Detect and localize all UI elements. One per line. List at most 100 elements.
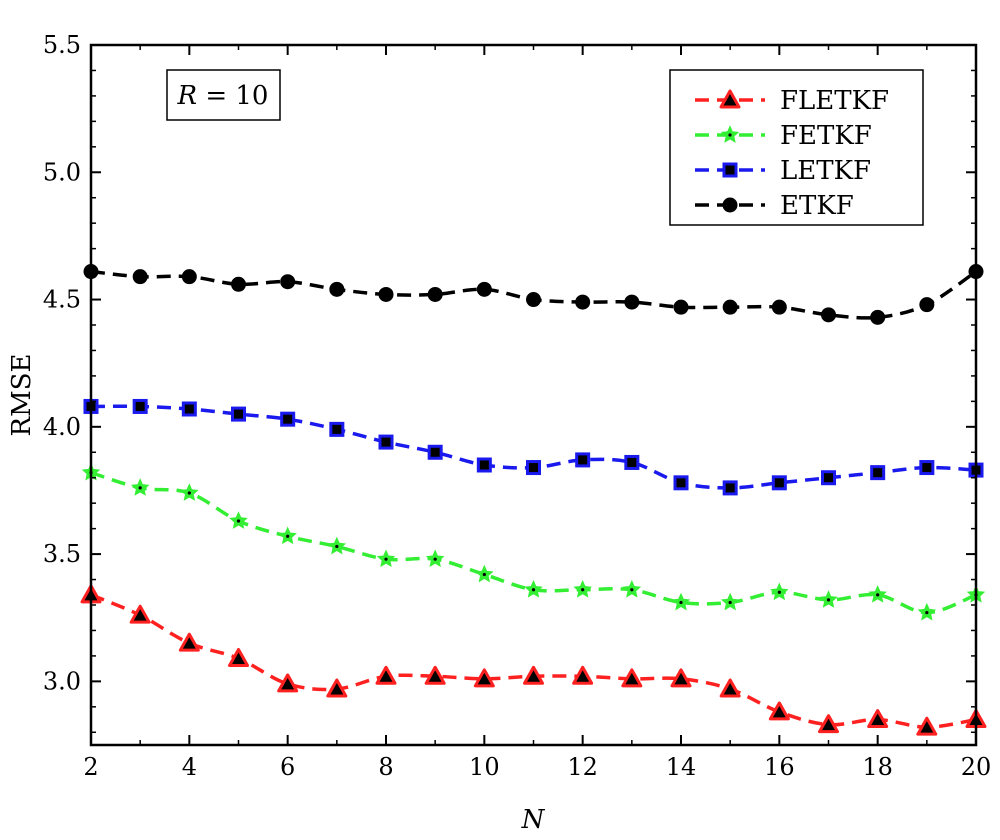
data-point-fletkf (768, 701, 790, 721)
x-tick-label: 12 (567, 753, 598, 781)
data-point-etkf (526, 292, 541, 308)
data-point-etkf (181, 269, 197, 285)
x-tick-label: 6 (280, 753, 295, 781)
data-point-fetkf-center (728, 600, 732, 605)
data-point-letkf (624, 454, 640, 470)
x-tick-label: 10 (469, 753, 500, 781)
legend-entry-letkf: LETKF (695, 156, 871, 186)
data-point-letkf (329, 421, 345, 437)
legend-label: ETKF (780, 191, 854, 221)
data-point-fletkf (572, 665, 594, 685)
data-point-letkf (821, 470, 836, 486)
data-point-fetkf-center (531, 588, 536, 592)
data-point-etkf (132, 269, 148, 285)
data-point-etkf (575, 294, 591, 310)
plot-marks (80, 264, 987, 736)
data-point-fletkf (375, 665, 397, 685)
data-point-fetkf-center (433, 557, 437, 561)
data-point-etkf (231, 276, 246, 292)
y-tick-label: 4.5 (43, 286, 81, 314)
data-point-letkf (526, 460, 541, 476)
data-point-fletkf (424, 665, 446, 685)
data-point-fetkf-center (679, 600, 683, 605)
legend-entry-etkf: ETKF (695, 191, 854, 221)
legend-marker-letkf (722, 162, 738, 178)
data-point-etkf (624, 294, 640, 310)
x-axis-label: N (521, 805, 546, 835)
data-point-etkf (821, 307, 836, 323)
data-point-fletkf (621, 668, 643, 688)
legend-label: FLETKF (780, 86, 889, 116)
data-point-etkf (870, 309, 886, 325)
data-point-etkf (919, 297, 935, 313)
data-point-fletkf (867, 709, 889, 729)
series-line-letkf (90, 404, 977, 490)
y-tick-label: 3.5 (43, 540, 81, 568)
data-point-fetkf-center (925, 611, 929, 615)
y-axis-label: RMSE (7, 354, 37, 437)
legend-box (669, 69, 924, 226)
x-tick-label: 2 (83, 753, 98, 781)
legend: FLETKF FETKF LETKF ETKF (695, 86, 889, 221)
legend-marker-fletkf (719, 89, 741, 109)
data-point-letkf (476, 457, 492, 473)
series-fetkf (81, 462, 986, 621)
data-point-letkf (427, 444, 443, 460)
data-point-fletkf (178, 632, 200, 652)
y-tick-label: 5.5 (43, 31, 81, 59)
y-tick-label: 5.0 (43, 158, 81, 186)
data-point-letkf (132, 398, 148, 414)
annotation-text: R = 10 (177, 81, 269, 111)
data-point-etkf (427, 286, 443, 302)
x-tick-label: 20 (961, 753, 992, 781)
data-point-fetkf-center (335, 544, 339, 549)
data-point-letkf (575, 452, 591, 468)
legend-label: FETKF (780, 121, 872, 151)
data-point-fletkf (916, 716, 938, 736)
legend-marker-etkf (722, 197, 738, 213)
data-point-etkf (722, 299, 738, 315)
data-point-etkf (280, 274, 296, 290)
x-tick-label: 14 (666, 753, 697, 781)
y-tick-label: 3.0 (43, 667, 81, 695)
data-point-letkf (280, 411, 296, 427)
data-point-etkf (771, 299, 787, 315)
data-point-fletkf (129, 604, 151, 624)
data-point-letkf (870, 465, 886, 481)
data-point-fletkf (719, 678, 741, 698)
y-tick-label: 4.0 (43, 413, 81, 441)
series-letkf (83, 398, 984, 496)
data-point-letkf (181, 401, 197, 417)
data-point-etkf (378, 286, 394, 302)
data-point-fletkf (326, 678, 348, 698)
data-point-fletkf (473, 668, 495, 688)
x-tick-label: 18 (862, 753, 893, 781)
data-point-letkf (378, 434, 394, 450)
data-point-fletkf (670, 668, 692, 688)
data-point-fletkf (818, 714, 839, 734)
data-point-letkf (919, 460, 935, 476)
data-point-etkf (673, 299, 689, 315)
data-point-fetkf-center (876, 593, 880, 597)
data-point-fetkf-center (482, 572, 486, 577)
x-tick-label: 16 (764, 753, 795, 781)
legend-entry-fletkf: FLETKF (695, 86, 889, 116)
legend-label: LETKF (780, 156, 871, 186)
data-point-fetkf-center (187, 491, 191, 495)
series-etkf (83, 264, 984, 325)
series-line-fletkf (90, 593, 977, 729)
annotation-box: R = 10 (166, 69, 281, 121)
data-point-letkf (231, 406, 246, 422)
annotation-value: = 10 (197, 81, 268, 111)
x-tick-label: 4 (182, 753, 197, 781)
x-tick-label: 8 (378, 753, 393, 781)
annotation-variable: R (177, 81, 198, 111)
legend-entry-fetkf: FETKF (695, 121, 872, 151)
data-point-fetkf-center (138, 486, 142, 490)
data-point-fetkf-center (777, 590, 781, 594)
data-point-letkf (722, 480, 738, 496)
axes: 2 4 6 8 10 12 14 16 18 20 3.0 3.5 4.0 4.5 5.0 5.5 (43, 31, 991, 781)
data-point-etkf (476, 281, 492, 297)
data-point-letkf (771, 475, 787, 491)
